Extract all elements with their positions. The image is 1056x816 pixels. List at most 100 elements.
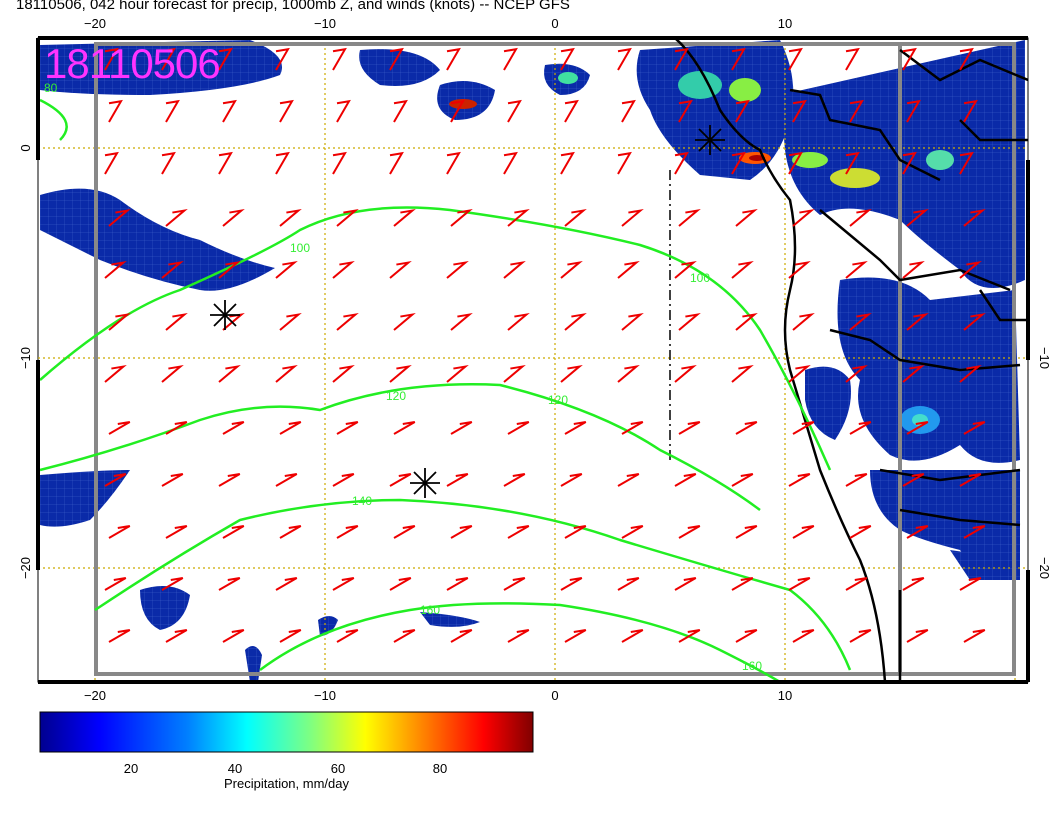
- wind-barb: [735, 99, 750, 123]
- contour-label: 160: [742, 659, 762, 673]
- wind-barb: [963, 312, 986, 331]
- wind-barb: [222, 312, 245, 331]
- wind-barb: [389, 260, 412, 279]
- map-title: 18110506, 042 hour forecast for precip, …: [16, 0, 570, 13]
- wind-barb: [389, 577, 412, 591]
- wind-barb: [279, 208, 302, 227]
- wind-barb: [963, 421, 986, 435]
- wind-barb: [792, 312, 815, 331]
- wind-barb: [507, 312, 530, 331]
- wind-barb: [275, 151, 290, 175]
- wind-barb: [959, 473, 982, 487]
- wind-barb: [621, 208, 644, 227]
- wind-barb: [161, 473, 184, 487]
- wind-barb: [450, 421, 473, 435]
- wind-barb: [674, 47, 689, 71]
- contour-label: 120: [548, 393, 568, 407]
- wind-barb: [108, 208, 131, 227]
- wind-barb: [222, 629, 245, 643]
- wind-barb: [678, 99, 693, 123]
- wind-barb: [674, 260, 697, 279]
- wind-barb: [332, 473, 355, 487]
- wind-barb: [617, 151, 632, 175]
- asterisk-icon: [410, 468, 440, 498]
- wind-barb: [959, 260, 982, 279]
- wind-barb: [389, 47, 404, 71]
- wind-barb: [564, 421, 587, 435]
- wind-barb: [393, 629, 416, 643]
- wind-barb: [393, 525, 416, 539]
- wind-barb: [222, 99, 237, 123]
- wind-barb: [678, 208, 701, 227]
- wind-barb: [332, 151, 347, 175]
- wind-barb: [279, 629, 302, 643]
- wind-barb: [104, 364, 127, 383]
- lat-tick: −20: [18, 557, 33, 579]
- wind-barb: [731, 473, 754, 487]
- wind-barb: [564, 629, 587, 643]
- wind-barb: [849, 525, 872, 539]
- wind-barb: [446, 577, 469, 591]
- wind-barb: [560, 473, 583, 487]
- domain-box: [94, 42, 1016, 676]
- colorbar-tick: 40: [228, 761, 242, 776]
- wind-barb: [959, 364, 982, 383]
- wind-barb: [621, 421, 644, 435]
- wind-barb: [161, 364, 184, 383]
- wind-barb: [218, 473, 241, 487]
- wind-barb: [621, 99, 636, 123]
- wind-barb: [788, 151, 803, 175]
- wind-barb: [906, 312, 929, 331]
- wind-barb: [849, 421, 872, 435]
- wind-barb: [104, 473, 127, 487]
- wind-barb: [503, 473, 526, 487]
- wind-barb: [902, 260, 925, 279]
- asterisk-icon: [210, 300, 240, 330]
- contour-label: 100: [290, 241, 310, 255]
- wind-barb: [161, 577, 184, 591]
- wind-barb: [332, 47, 347, 71]
- wind-barb: [678, 312, 701, 331]
- lat-tick: 0: [18, 144, 33, 151]
- wind-barb: [564, 208, 587, 227]
- wind-barb: [788, 577, 811, 591]
- wind-barb: [161, 151, 176, 175]
- wind-barb: [108, 421, 131, 435]
- lon-tick: 10: [778, 16, 792, 31]
- wind-barb: [218, 577, 241, 591]
- wind-barb: [507, 629, 530, 643]
- wind-barb: [906, 421, 929, 435]
- wind-barb: [336, 629, 359, 643]
- wind-barb: [275, 260, 298, 279]
- wind-barb: [845, 151, 860, 175]
- wind-barb: [902, 151, 917, 175]
- lon-tick: 0: [551, 688, 558, 703]
- wind-barb: [222, 421, 245, 435]
- wind-barb: [279, 525, 302, 539]
- wind-barb: [446, 260, 469, 279]
- wind-barb: [104, 151, 119, 175]
- asterisk-icon: [695, 125, 725, 155]
- wind-barb: [279, 421, 302, 435]
- wind-barb: [678, 629, 701, 643]
- wind-barb: [792, 421, 815, 435]
- wind-barb: [959, 577, 982, 591]
- wind-barb: [792, 208, 815, 227]
- wind-barb: [503, 151, 518, 175]
- wind-barb: [218, 151, 233, 175]
- colorbar-tick: 80: [433, 761, 447, 776]
- wind-barb: [222, 208, 245, 227]
- wind-barb: [393, 421, 416, 435]
- wind-barb: [906, 629, 929, 643]
- wind-barb: [507, 525, 530, 539]
- colorbar-tick: 60: [331, 761, 345, 776]
- contour-label: 160: [420, 603, 440, 617]
- wind-barb: [165, 208, 188, 227]
- wind-barb: [279, 99, 294, 123]
- wind-barb: [731, 364, 754, 383]
- wind-barbs: [104, 47, 986, 643]
- wind-barb: [963, 525, 986, 539]
- wind-barb: [450, 629, 473, 643]
- wind-barb: [845, 47, 860, 71]
- wind-barb: [788, 260, 811, 279]
